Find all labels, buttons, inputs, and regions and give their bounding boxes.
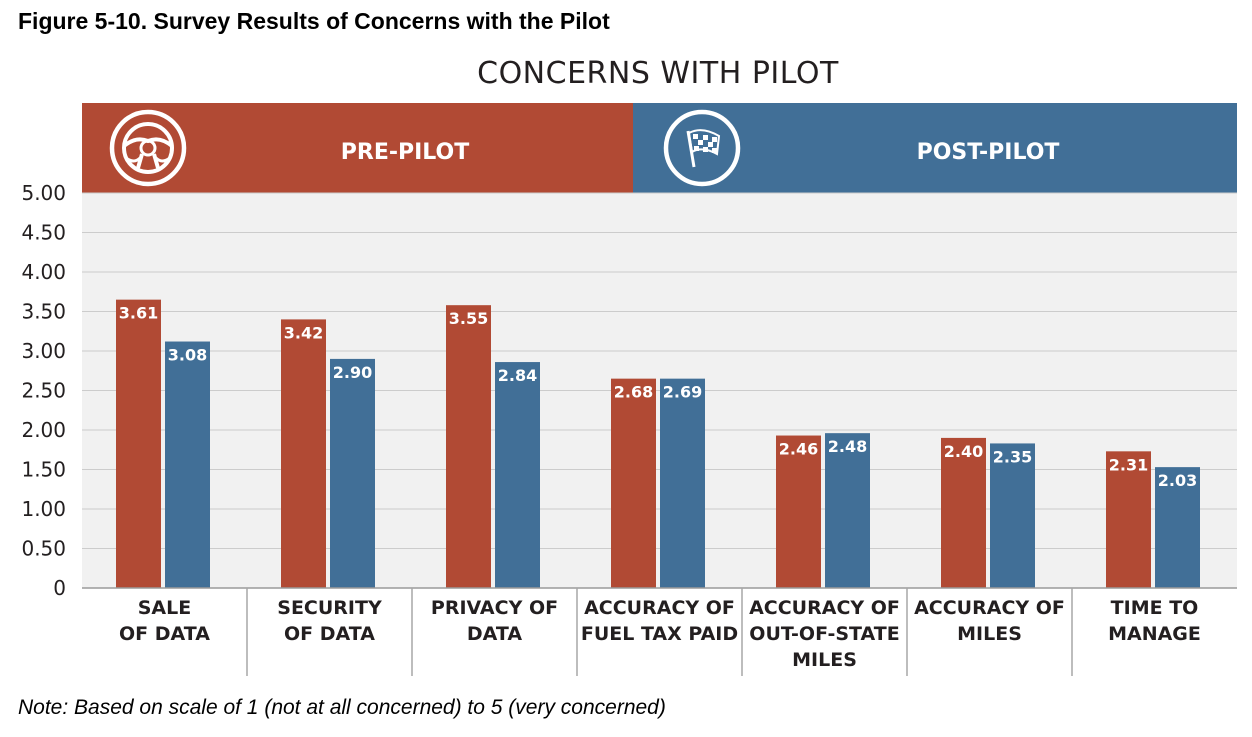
category-label: SALE xyxy=(138,597,191,619)
post-pilot-band xyxy=(633,103,1237,193)
chart-title: CONCERNS WITH PILOT xyxy=(477,56,839,91)
category-label: MANAGE xyxy=(1108,623,1201,645)
pre-pilot-bar xyxy=(446,305,491,588)
category-label: ACCURACY OF xyxy=(749,597,900,619)
y-tick-label: 2.00 xyxy=(21,418,66,442)
post-pilot-bar xyxy=(990,443,1035,588)
gridlines xyxy=(82,192,1237,549)
pre-pilot-bar xyxy=(776,435,821,588)
y-tick-label: 3.50 xyxy=(21,300,66,324)
data-label: 3.08 xyxy=(168,346,207,365)
data-label: 2.31 xyxy=(1109,455,1148,474)
category-label: MILES xyxy=(792,649,857,671)
data-label: 3.42 xyxy=(284,323,323,342)
post-pilot-bar xyxy=(1155,467,1200,588)
pre-pilot-bar xyxy=(1106,451,1151,588)
x-axis: SALE OF DATA SECURITY OF DATA PRIVACY OF DATA… xyxy=(119,597,1201,671)
pre-pilot-bar xyxy=(281,319,326,588)
post-pilot-bar xyxy=(330,358,375,588)
y-tick-label: 2.50 xyxy=(21,379,66,403)
category-label: ACCURACY OF xyxy=(584,597,735,619)
data-label: 2.48 xyxy=(828,437,867,456)
data-label: 3.61 xyxy=(119,304,158,323)
y-tick-label: 1.00 xyxy=(21,497,66,521)
category-separators xyxy=(246,588,1073,676)
category-label: TIME TO xyxy=(1111,597,1199,619)
category-label: OF DATA xyxy=(284,623,375,645)
y-tick-label: 3.00 xyxy=(21,339,66,363)
checkered-flag-icon xyxy=(663,109,741,187)
post-pilot-bar xyxy=(165,341,210,588)
y-tick-label: 4.50 xyxy=(21,221,66,245)
category-label: DATA xyxy=(467,623,522,645)
y-axis: 0 0.50 1.00 1.50 2.00 2.50 3.00 3.50 4.00 4.50 5.0… xyxy=(21,181,66,600)
category-label: SECURITY xyxy=(277,597,382,619)
y-tick-label: 0.50 xyxy=(21,537,66,561)
post-pilot-bar xyxy=(825,433,870,588)
y-tick-label: 4.00 xyxy=(21,260,66,284)
category-label: ACCURACY OF xyxy=(914,597,1065,619)
category-label: FUEL TAX PAID xyxy=(581,623,738,645)
post-pilot-label: POST-PILOT xyxy=(917,140,1060,165)
pre-pilot-bar xyxy=(116,299,161,588)
data-label: 2.40 xyxy=(944,442,983,461)
pre-pilot-bar xyxy=(941,437,986,588)
data-label: 2.68 xyxy=(614,383,653,402)
category-label: PRIVACY OF xyxy=(431,597,558,619)
y-tick-label: 5.00 xyxy=(21,181,66,205)
post-pilot-bar xyxy=(660,378,705,588)
category-label: OF DATA xyxy=(119,623,210,645)
data-label: 2.69 xyxy=(663,383,702,402)
chart-note: Note: Based on scale of 1 (not at all co… xyxy=(18,696,666,719)
figure-caption: Figure 5-10. Survey Results of Concerns … xyxy=(18,8,610,34)
data-label: 2.46 xyxy=(779,440,818,459)
data-labels: 3.61 3.08 3.42 2.90 3.55 2.84 2.68 2.69 2.46 2.48… xyxy=(119,304,1197,490)
steering-wheel-icon xyxy=(109,109,187,187)
category-label: OUT-OF-STATE xyxy=(749,623,899,645)
data-label: 2.35 xyxy=(993,447,1032,466)
data-label: 2.84 xyxy=(498,366,537,385)
data-label: 3.55 xyxy=(449,309,488,328)
y-tick-label: 0 xyxy=(53,576,66,600)
pre-pilot-bar xyxy=(611,378,656,588)
post-pilot-bar xyxy=(495,362,540,588)
data-label: 2.03 xyxy=(1158,471,1197,490)
y-tick-label: 1.50 xyxy=(21,458,66,482)
category-label: MILES xyxy=(957,623,1022,645)
bars xyxy=(116,299,1200,588)
pre-pilot-label: PRE-PILOT xyxy=(341,140,469,165)
data-label: 2.90 xyxy=(333,363,372,382)
